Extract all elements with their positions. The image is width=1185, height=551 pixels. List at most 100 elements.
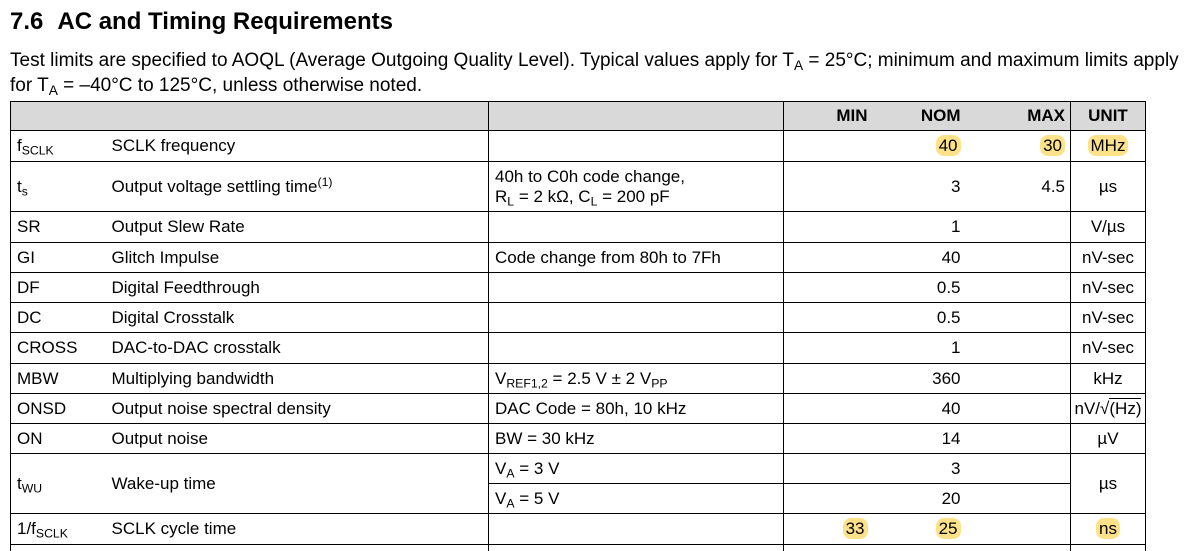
unit: MHz <box>1070 130 1146 162</box>
section-title: 7.6 AC and Timing Requirements <box>10 8 393 36</box>
parameter: Multiplying bandwidth <box>105 363 489 394</box>
unit: µs <box>1070 161 1146 212</box>
unit: V/µs <box>1070 211 1146 243</box>
min-value <box>783 453 876 484</box>
ac-timing-table: MIN NOM MAX UNIT fSCLK SCLK frequency 40… <box>10 101 1146 551</box>
min-value <box>783 393 876 424</box>
highlighted-unit: MHz <box>1087 135 1129 156</box>
min-value <box>783 332 876 364</box>
condition <box>488 332 784 364</box>
unit: kHz <box>1070 363 1146 394</box>
min-value <box>783 302 876 333</box>
parameter: SCLK frequency <box>105 130 489 162</box>
unit: nV-sec <box>1070 272 1146 303</box>
min-value <box>783 130 876 162</box>
intro-text: Test limits are specified to AOQL (Avera… <box>10 50 794 71</box>
symbol: SR <box>10 211 106 243</box>
nom-value: 1 <box>875 211 971 243</box>
table-row: DF Digital Feedthrough 0.5 nV-sec <box>10 272 1146 303</box>
max-value <box>970 393 1071 424</box>
symbol: CROSS <box>10 332 106 364</box>
condition: Code change from 80h to 7Fh <box>488 242 784 273</box>
nom-value: 40 <box>875 130 971 162</box>
unit: µs <box>1070 453 1146 514</box>
highlighted-value: 25 <box>935 518 961 539</box>
max-value <box>970 332 1071 364</box>
intro-text: = 25°C; minimum and maximum limits apply… <box>10 50 1179 96</box>
table-row: MBW Multiplying bandwidth VREF1,2 = 2.5 … <box>10 363 1146 394</box>
table-row: SR Output Slew Rate 1 V/µs <box>10 211 1146 243</box>
table-row-continued <box>10 544 1146 551</box>
unit: ns <box>1070 513 1146 545</box>
table-row: 1/fSCLK SCLK cycle time 33 25 ns <box>10 513 1146 545</box>
symbol: 1/fSCLK <box>10 513 106 545</box>
parameter: Output voltage settling time(1) <box>105 161 489 212</box>
condition <box>488 272 784 303</box>
condition: 40h to C0h code change, RL = 2 kΩ, CL = 2… <box>488 161 784 212</box>
condition: VA = 3 V <box>488 453 784 484</box>
nom-value: 0.5 <box>875 302 971 333</box>
max-value <box>970 242 1071 273</box>
highlighted-value: 33 <box>842 518 868 539</box>
nom-value: 3 <box>875 453 971 484</box>
condition <box>488 513 784 545</box>
table-row: fSCLK SCLK frequency 40 30 MHz <box>10 130 1146 162</box>
table-row: CROSS DAC-to-DAC crosstalk 1 nV-sec <box>10 332 1146 364</box>
parameter: Digital Feedthrough <box>105 272 489 303</box>
parameter: Wake-up time <box>105 453 489 514</box>
max-value <box>970 423 1071 454</box>
unit: nV/√(Hz) <box>1070 393 1146 424</box>
parameter: Output Slew Rate <box>105 211 489 243</box>
min-value <box>783 242 876 273</box>
max-value <box>970 363 1071 394</box>
table-header-row: MIN NOM MAX UNIT <box>10 101 1146 131</box>
table-row: DC Digital Crosstalk 0.5 nV-sec <box>10 302 1146 333</box>
intro-sub: A <box>48 83 58 99</box>
unit: nV-sec <box>1070 302 1146 333</box>
min-value <box>783 161 876 212</box>
symbol: ONSD <box>10 393 106 424</box>
nom-value: 0.5 <box>875 272 971 303</box>
condition <box>488 302 784 333</box>
max-value: 30 <box>970 130 1071 162</box>
condition <box>488 211 784 243</box>
min-value <box>783 483 876 514</box>
parameter: DAC-to-DAC crosstalk <box>105 332 489 364</box>
highlighted-value: 40 <box>935 135 961 156</box>
header-nom: NOM <box>875 101 971 131</box>
intro-paragraph: Test limits are specified to AOQL (Avera… <box>10 48 1180 98</box>
header-unit: UNIT <box>1070 101 1146 131</box>
min-value: 33 <box>783 513 876 545</box>
parameter: Output noise <box>105 423 489 454</box>
section-title-text: AC and Timing Requirements <box>57 8 393 35</box>
nom-value: 40 <box>875 393 971 424</box>
section-number: 7.6 <box>10 8 44 35</box>
condition <box>488 130 784 162</box>
highlighted-value: 30 <box>1040 135 1065 156</box>
symbol: GI <box>10 242 106 273</box>
unit: µV <box>1070 423 1146 454</box>
nom-value: 14 <box>875 423 971 454</box>
parameter: Digital Crosstalk <box>105 302 489 333</box>
parameter: SCLK cycle time <box>105 513 489 545</box>
header-symbol <box>10 101 106 131</box>
min-value <box>783 272 876 303</box>
max-value <box>970 272 1071 303</box>
nom-value: 360 <box>875 363 971 394</box>
condition: VA = 5 V <box>488 483 784 514</box>
symbol: MBW <box>10 363 106 394</box>
condition: DAC Code = 80h, 10 kHz <box>488 393 784 424</box>
parameter: Glitch Impulse <box>105 242 489 273</box>
highlighted-unit: ns <box>1096 518 1120 539</box>
min-value <box>783 363 876 394</box>
table-row: tS Output voltage settling time(1) 40h t… <box>10 161 1146 212</box>
max-value <box>970 302 1071 333</box>
intro-sub: A <box>793 58 804 74</box>
max-value: 4.5 <box>970 161 1071 212</box>
nom-value: 20 <box>875 483 971 514</box>
table-row: tWU Wake-up time VA = 3 V 3 µs <box>10 453 1146 514</box>
intro-text: = –40°C to 125°C, unless otherwise noted… <box>57 75 423 96</box>
header-condition <box>488 101 784 131</box>
nom-value: 3 <box>875 161 971 212</box>
symbol: DC <box>10 302 106 333</box>
